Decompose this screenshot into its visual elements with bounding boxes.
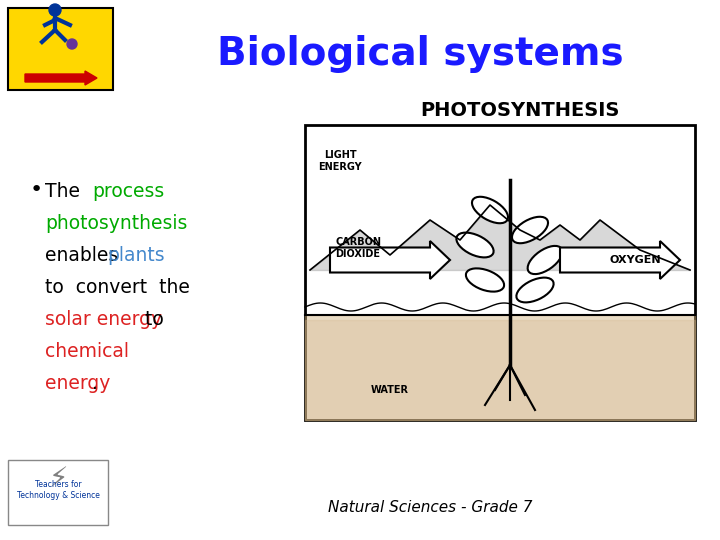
Circle shape	[67, 39, 77, 49]
Text: enables: enables	[45, 246, 125, 265]
Text: WATER: WATER	[371, 385, 409, 395]
Text: .: .	[92, 374, 98, 393]
Ellipse shape	[456, 233, 494, 258]
FancyBboxPatch shape	[8, 8, 113, 90]
Text: to  convert  the: to convert the	[45, 278, 190, 297]
Bar	[8, 460, 108, 525]
Text: OXYGEN: OXYGEN	[609, 255, 661, 265]
Text: plants: plants	[107, 246, 165, 265]
Text: •: •	[30, 180, 43, 200]
Text: PHOTOSYNTHESIS: PHOTOSYNTHESIS	[420, 101, 620, 120]
Text: LIGHT
ENERGY: LIGHT ENERGY	[318, 150, 362, 172]
Text: CARBON
DIOXIDE: CARBON DIOXIDE	[335, 237, 381, 259]
FancyArrow shape	[560, 241, 680, 279]
Text: to: to	[138, 310, 163, 329]
Ellipse shape	[466, 268, 504, 292]
Text: Natural Sciences - Grade 7: Natural Sciences - Grade 7	[328, 500, 532, 515]
Ellipse shape	[516, 278, 554, 302]
Ellipse shape	[528, 246, 562, 274]
Text: The: The	[45, 182, 98, 201]
Text: solar energy: solar energy	[45, 310, 162, 329]
Ellipse shape	[472, 197, 508, 223]
FancyArrow shape	[25, 71, 97, 85]
Text: Teachers for
Technology & Science: Teachers for Technology & Science	[17, 480, 99, 500]
Ellipse shape	[512, 217, 548, 243]
Text: process: process	[92, 182, 164, 201]
Bar	[305, 125, 695, 420]
Text: energy: energy	[45, 374, 110, 393]
FancyArrow shape	[330, 241, 450, 279]
Circle shape	[49, 4, 61, 16]
Text: ⚡: ⚡	[48, 465, 68, 493]
Text: chemical: chemical	[45, 342, 129, 361]
Text: Biological systems: Biological systems	[217, 35, 624, 73]
Text: photosynthesis: photosynthesis	[45, 214, 187, 233]
